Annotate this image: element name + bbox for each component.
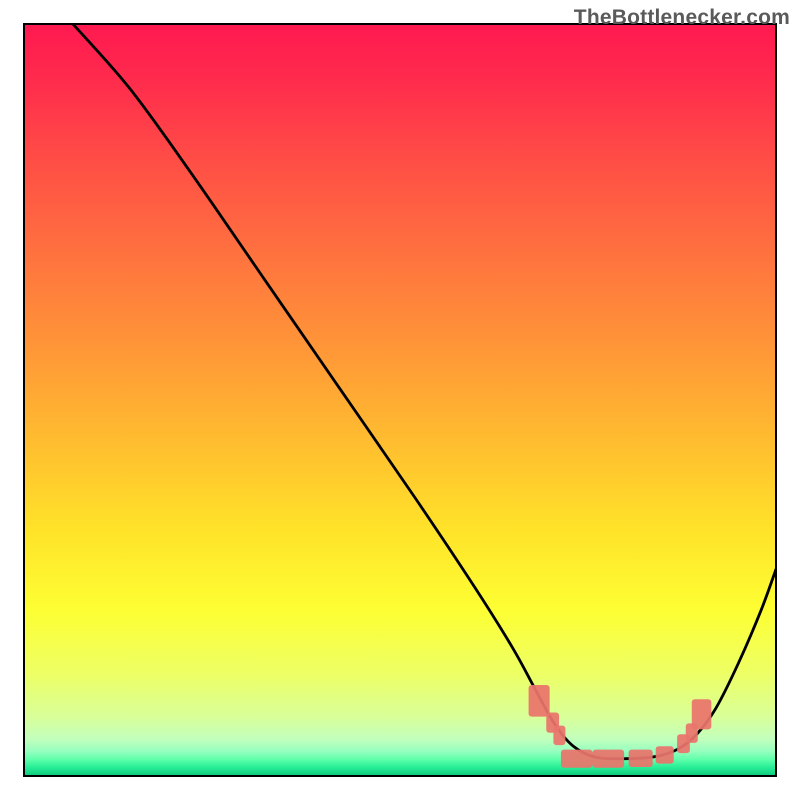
bottleneck-marker xyxy=(561,750,593,768)
watermark-text: TheBottlenecker.com xyxy=(574,6,790,30)
bottleneck-marker xyxy=(629,750,653,767)
bottleneck-marker xyxy=(656,746,674,763)
chart-svg xyxy=(0,0,800,800)
bottleneck-chart-container: TheBottlenecker.com xyxy=(0,0,800,800)
bottleneck-marker xyxy=(593,750,625,768)
bottleneck-marker xyxy=(529,685,550,717)
heatmap-gradient xyxy=(24,24,776,776)
bottleneck-marker xyxy=(553,726,565,746)
bottleneck-marker xyxy=(692,699,712,729)
